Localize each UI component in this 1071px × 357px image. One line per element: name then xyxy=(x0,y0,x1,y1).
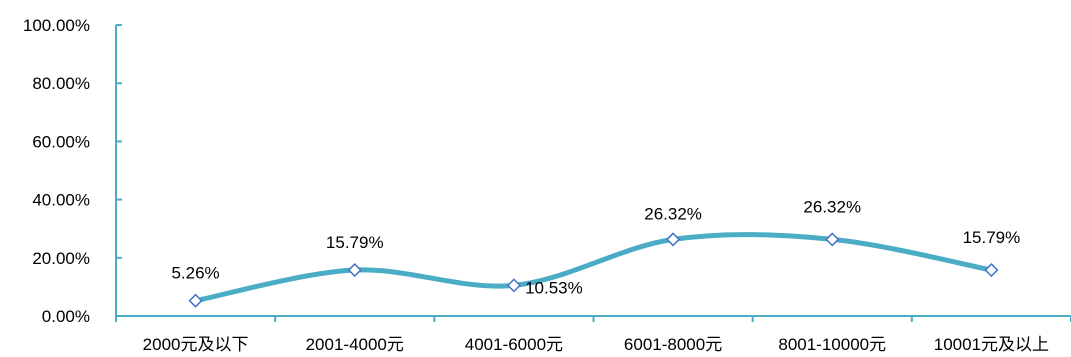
y-tick-label: 20.00% xyxy=(32,249,90,268)
data-label: 10.53% xyxy=(525,278,583,297)
y-tick-label: 60.00% xyxy=(32,132,90,151)
x-tick-label: 4001-6000元 xyxy=(465,335,563,354)
x-tick-label: 10001元及以上 xyxy=(934,335,1049,354)
x-tick-label: 6001-8000元 xyxy=(624,335,722,354)
y-tick-label: 100.00% xyxy=(23,16,90,35)
data-label: 26.32% xyxy=(644,204,702,223)
series-line xyxy=(193,232,994,304)
y-tick-label: 80.00% xyxy=(32,74,90,93)
x-tick-label: 2001-4000元 xyxy=(306,335,404,354)
data-labels: 5.26% 15.79% 10.53% 26.32% 26.32% 15.79% xyxy=(171,197,1020,297)
y-tick-label: 0.00% xyxy=(42,307,90,326)
data-label: 5.26% xyxy=(171,264,219,283)
y-axis: 0.00% 20.00% 40.00% 60.00% 80.00% 100.00% xyxy=(23,16,122,326)
x-tick-label: 2000元及以下 xyxy=(143,335,249,354)
series-line-path xyxy=(193,232,994,304)
data-point-marker xyxy=(984,262,999,278)
series-markers xyxy=(188,232,999,308)
data-point-marker xyxy=(347,262,362,278)
data-point-marker xyxy=(188,293,203,308)
data-label: 26.32% xyxy=(803,197,861,216)
data-label: 15.79% xyxy=(963,228,1021,247)
data-point-marker xyxy=(666,232,681,247)
data-point-marker xyxy=(825,232,840,247)
x-tick-label: 8001-10000元 xyxy=(778,335,886,354)
data-point-marker xyxy=(506,278,521,293)
data-label: 15.79% xyxy=(326,233,384,252)
y-tick-label: 40.00% xyxy=(32,191,90,210)
x-axis: 2000元及以下 2001-4000元 4001-6000元 6001-8000元 80… xyxy=(115,315,1071,354)
